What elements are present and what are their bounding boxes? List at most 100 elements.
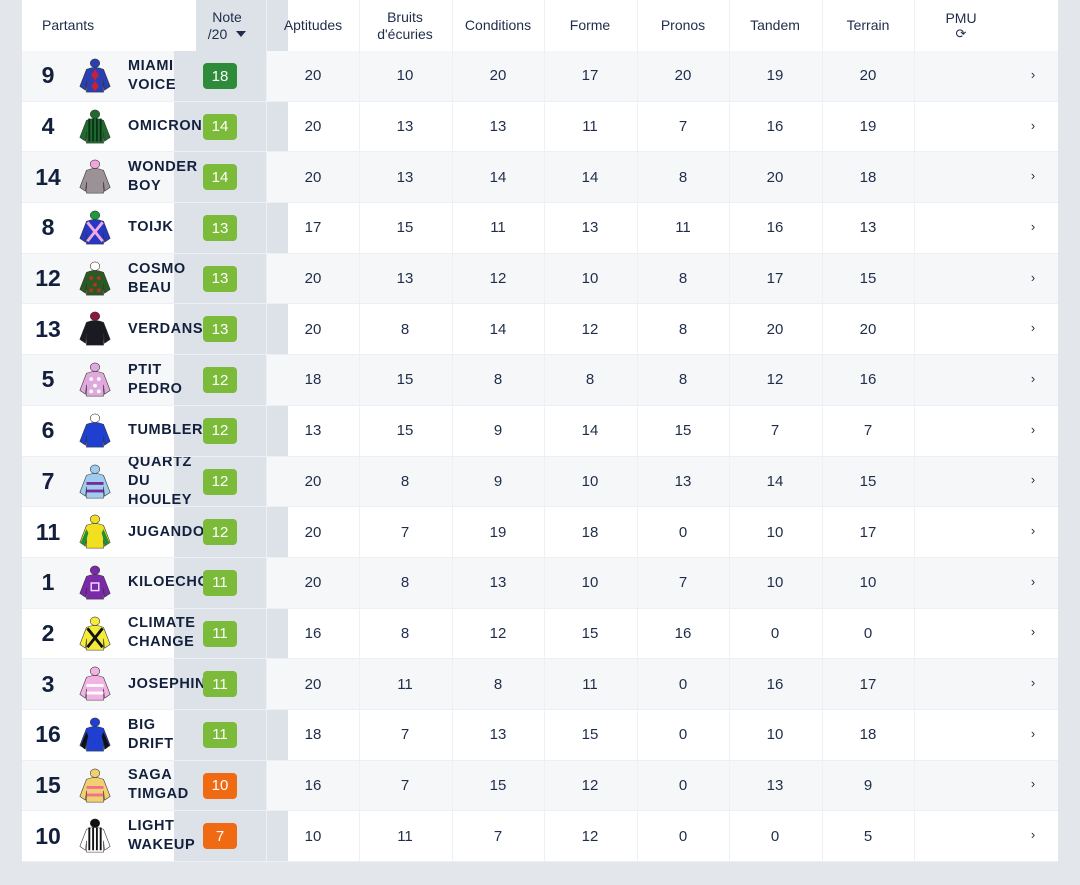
- cell-forme: 14: [581, 168, 599, 186]
- header-tandem[interactable]: Tandem: [725, 0, 825, 51]
- horse-name[interactable]: SAGA TIMGAD: [128, 767, 189, 803]
- chevron-right-icon[interactable]: ›: [1030, 624, 1036, 640]
- table-row[interactable]: 1 KILOECHO 11 20 8 13 10 7 10 10 ›: [22, 557, 1058, 609]
- cell-aptitudes: 13: [304, 422, 322, 440]
- table-row[interactable]: 3 JOSEPHINE 11 20 11 8 11 0 16 17 ›: [22, 659, 1058, 710]
- table-row[interactable]: 15 SAGA TIMGAD 10 16 7 15 12 0 13 9 ›: [22, 760, 1058, 812]
- runner-number: 12: [35, 265, 61, 292]
- table-row[interactable]: 4 OMICRONE 14 20 13 13 11 7 16 19 ›: [22, 101, 1058, 153]
- header-note-label: Note: [212, 8, 242, 25]
- header-conditions-label: Conditions: [464, 17, 532, 33]
- horse-name[interactable]: TOIJK: [128, 219, 174, 236]
- horse-name[interactable]: LIGHT WAKEUP: [128, 818, 196, 854]
- refresh-icon[interactable]: ⟳: [955, 26, 967, 41]
- chevron-right-icon[interactable]: ›: [1030, 269, 1036, 285]
- cell-aptitudes: 20: [304, 118, 322, 136]
- note-badge: 12: [203, 468, 237, 495]
- cell-bruits-ecuries: 13: [396, 168, 414, 186]
- horse-name[interactable]: JOSEPHINE: [128, 675, 208, 692]
- note-badge: 11: [203, 569, 237, 596]
- horse-name[interactable]: VERDANSK: [128, 320, 208, 337]
- cell-conditions: 13: [489, 726, 507, 744]
- cell-tandem: 17: [766, 270, 784, 288]
- chevron-right-icon[interactable]: ›: [1030, 675, 1036, 691]
- table-row[interactable]: 14 WONDER BOY 14 20 13 14 14 8 20 18 ›: [22, 152, 1058, 204]
- horse-name[interactable]: COSMO BEAU: [128, 260, 186, 296]
- silk-plain-icon: [77, 311, 113, 347]
- silk-cross-icon: [77, 616, 113, 652]
- cell-conditions: 12: [489, 270, 507, 288]
- cell-bruits-ecuries: 15: [396, 219, 414, 237]
- header-conditions[interactable]: Conditions: [448, 0, 548, 51]
- table-row[interactable]: 12 COSMO BEAU 13 20 13 12 10 8 17 15 ›: [22, 253, 1058, 305]
- cell-aptitudes: 10: [304, 827, 322, 845]
- chevron-right-icon[interactable]: ›: [1030, 725, 1036, 741]
- header-note-sort[interactable]: Note /20: [192, 0, 262, 51]
- table-row[interactable]: 16 BIG DRIFT 11 18 7 13 15 0 10 18 ›: [22, 709, 1058, 761]
- horse-name[interactable]: QUARTZ DU HOULEY: [128, 456, 193, 507]
- note-badge: 10: [203, 772, 237, 799]
- header-forme[interactable]: Forme: [540, 0, 640, 51]
- table-row[interactable]: 7 QUARTZ DU HOULEY 12 20 8 9 10 13 14 15 ›: [22, 456, 1058, 508]
- table-row[interactable]: 9 MIAMI VOICE 18 20 10 20 17 20 19 20 ›: [22, 51, 1058, 102]
- cell-terrain: 15: [859, 270, 877, 288]
- cell-bruits-ecuries: 8: [400, 472, 410, 490]
- header-aptitudes[interactable]: Aptitudes: [263, 0, 363, 51]
- chevron-right-icon[interactable]: ›: [1030, 523, 1036, 539]
- runner-number: 15: [35, 771, 61, 798]
- chevron-right-icon[interactable]: ›: [1030, 117, 1036, 133]
- chevron-right-icon[interactable]: ›: [1030, 776, 1036, 792]
- horse-name[interactable]: TUMBLER: [128, 422, 204, 439]
- cell-tandem: 16: [766, 219, 784, 237]
- chevron-right-icon[interactable]: ›: [1030, 472, 1036, 488]
- header-pmu[interactable]: PMU ⟳: [911, 0, 1011, 51]
- cell-aptitudes: 20: [304, 270, 322, 288]
- table-row[interactable]: 13 VERDANSK 13 20 8 14 12 8 20 20 ›: [22, 304, 1058, 356]
- table-row[interactable]: 8 TOIJK 13 17 15 11 13 11 16 13 ›: [22, 203, 1058, 254]
- header-pronos[interactable]: Pronos: [633, 0, 733, 51]
- cell-bruits-ecuries: 7: [400, 523, 410, 541]
- header-partants[interactable]: Partants: [42, 0, 162, 51]
- table-row[interactable]: 6 TUMBLER 12 13 15 9 14 15 7 7 ›: [22, 405, 1058, 457]
- cell-conditions: 20: [489, 67, 507, 85]
- horse-name[interactable]: KILOECHO: [128, 574, 208, 591]
- header-bruits-ecuries[interactable]: Bruits d'écuries: [355, 0, 455, 51]
- chevron-right-icon[interactable]: ›: [1030, 218, 1036, 234]
- cell-pronos: 8: [678, 320, 688, 338]
- note-badge: 13: [203, 316, 237, 343]
- header-terrain[interactable]: Terrain: [818, 0, 918, 51]
- silk-diamonds-icon: [77, 58, 113, 94]
- cell-pronos: 13: [674, 472, 692, 490]
- note-badge: 18: [203, 63, 237, 89]
- cell-forme: 13: [581, 219, 599, 237]
- chevron-right-icon[interactable]: ›: [1030, 573, 1036, 589]
- table-row[interactable]: 5 PTIT PEDRO 12 18 15 8 8 8 12 16 ›: [22, 355, 1058, 406]
- chevron-right-icon[interactable]: ›: [1030, 66, 1036, 82]
- silk-hoops-icon: [77, 768, 113, 804]
- horse-name[interactable]: WONDER BOY: [128, 159, 198, 195]
- cell-conditions: 14: [489, 320, 507, 338]
- horse-name[interactable]: JUGANDO: [128, 523, 205, 540]
- chevron-right-icon[interactable]: ›: [1030, 168, 1036, 184]
- cell-pronos: 16: [674, 624, 692, 642]
- horse-name[interactable]: CLIMATE CHANGE: [128, 615, 196, 651]
- cell-tandem: 16: [766, 118, 784, 136]
- horse-name[interactable]: OMICRONE: [128, 118, 208, 135]
- note-badge: 11: [203, 671, 237, 698]
- chevron-right-icon[interactable]: ›: [1030, 320, 1036, 336]
- chevron-right-icon[interactable]: ›: [1030, 370, 1036, 386]
- note-badge: 14: [203, 113, 237, 140]
- table-row[interactable]: 2 CLIMATE CHANGE 11 16 8 12 15 16 0 0 ›: [22, 608, 1058, 660]
- table-row[interactable]: 11 JUGANDO 12 20 7 19 18 0 10 17 ›: [22, 507, 1058, 558]
- cell-bruits-ecuries: 7: [400, 726, 410, 744]
- table-row[interactable]: 10 LIGHT WAKEUP 7 10 11 7 12 0 0 5 ›: [22, 811, 1058, 862]
- sort-caret-down-icon: [236, 31, 247, 37]
- chevron-right-icon[interactable]: ›: [1030, 421, 1036, 437]
- header-forme-label: Forme: [569, 17, 611, 33]
- chevron-right-icon[interactable]: ›: [1030, 827, 1036, 843]
- horse-name[interactable]: MIAMI VOICE: [128, 57, 177, 93]
- horse-name[interactable]: BIG DRIFT: [128, 716, 174, 752]
- horse-name[interactable]: PTIT PEDRO: [128, 361, 183, 397]
- cell-aptitudes: 16: [304, 624, 322, 642]
- header-pronos-label: Pronos: [660, 17, 706, 33]
